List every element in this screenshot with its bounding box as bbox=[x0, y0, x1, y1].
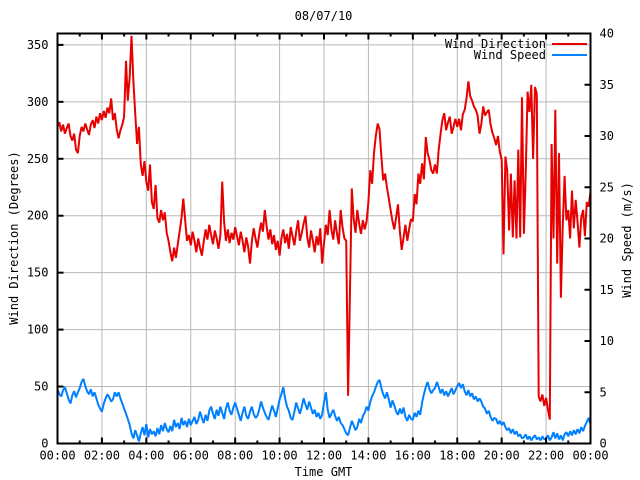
svg-text:35: 35 bbox=[600, 78, 614, 92]
legend-wind-direction-label: Wind Direction bbox=[444, 37, 546, 51]
svg-text:50: 50 bbox=[34, 380, 48, 394]
grid-lines bbox=[57, 33, 591, 444]
svg-text:150: 150 bbox=[27, 266, 49, 280]
series-line-wind-speed bbox=[56, 378, 592, 442]
svg-text:350: 350 bbox=[27, 38, 49, 52]
svg-text:250: 250 bbox=[27, 152, 49, 166]
svg-text:16:00: 16:00 bbox=[395, 449, 431, 463]
svg-text:12:00: 12:00 bbox=[306, 449, 342, 463]
svg-text:100: 100 bbox=[27, 323, 49, 337]
svg-text:30: 30 bbox=[600, 129, 614, 143]
svg-text:10:00: 10:00 bbox=[262, 449, 298, 463]
svg-text:200: 200 bbox=[27, 209, 49, 223]
legend-wind-direction-line-sample bbox=[552, 43, 587, 45]
svg-text:22:00: 22:00 bbox=[528, 449, 564, 463]
svg-text:08:00: 08:00 bbox=[217, 449, 253, 463]
chart-title: 08/07/10 bbox=[294, 9, 353, 23]
svg-text:5: 5 bbox=[600, 385, 607, 399]
svg-text:0: 0 bbox=[600, 437, 607, 451]
legend-wind-speed-line-sample bbox=[552, 54, 587, 56]
axis-ticks bbox=[56, 32, 592, 445]
legend-wind-speed-label: Wind Speed bbox=[473, 48, 546, 62]
svg-text:02:00: 02:00 bbox=[84, 449, 120, 463]
svg-text:06:00: 06:00 bbox=[173, 449, 209, 463]
series-line-wind-direction bbox=[56, 35, 592, 420]
svg-text:20:00: 20:00 bbox=[484, 449, 520, 463]
svg-text:14:00: 14:00 bbox=[350, 449, 386, 463]
svg-text:10: 10 bbox=[600, 334, 614, 348]
svg-text:300: 300 bbox=[27, 95, 49, 109]
svg-text:20: 20 bbox=[600, 232, 614, 246]
axis-tick-labels: 0 50 100 150 200 250 300 350 0 5 10 15 20 25 30 35 40 00:… bbox=[27, 27, 614, 463]
svg-text:15: 15 bbox=[600, 283, 614, 297]
svg-text:0: 0 bbox=[41, 437, 48, 451]
svg-text:18:00: 18:00 bbox=[439, 449, 475, 463]
svg-text:00:00: 00:00 bbox=[39, 449, 75, 463]
legend-entry-wind-direction: Wind Direction bbox=[445, 38, 587, 50]
svg-text:04:00: 04:00 bbox=[128, 449, 164, 463]
legend-entry-wind-speed: Wind Speed bbox=[474, 49, 587, 61]
svg-text:25: 25 bbox=[600, 180, 614, 194]
svg-text:40: 40 bbox=[600, 27, 614, 41]
data-series bbox=[56, 35, 592, 442]
x-axis-label: Time GMT bbox=[294, 465, 353, 479]
svg-text:00:00: 00:00 bbox=[572, 449, 608, 463]
